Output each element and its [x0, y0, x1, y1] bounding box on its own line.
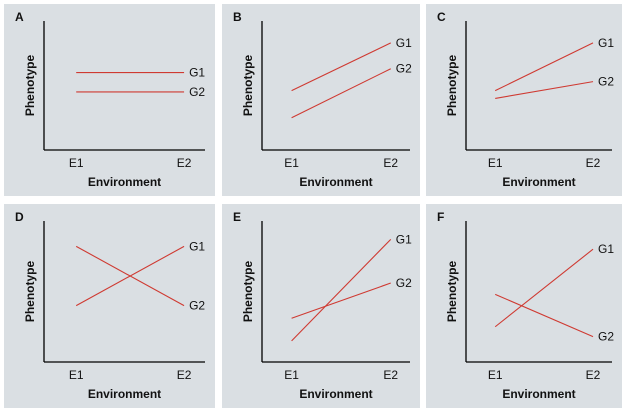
x-axis-label: Environment [88, 175, 161, 189]
series-label-g1: G1 [598, 36, 614, 50]
panel-e: E Phenotype E1 E2 Environment G1 G2 [222, 204, 420, 408]
panel-letter: C [437, 10, 446, 24]
series-line-g1 [291, 238, 392, 342]
series-line-g2 [291, 282, 391, 319]
x-tick-label: E2 [383, 368, 398, 382]
x-tick-label: E2 [586, 156, 601, 170]
x-tick-label: E2 [177, 368, 192, 382]
series-line-g1 [494, 248, 594, 328]
series-line-g2 [75, 245, 185, 307]
series-label-g1: G1 [189, 66, 205, 80]
panel-letter: A [15, 10, 24, 24]
panel-letter: E [233, 210, 241, 224]
series-line-g1 [291, 42, 391, 92]
x-axis-label: Environment [88, 387, 161, 401]
series-line-g2 [495, 81, 594, 99]
y-axis-label: Phenotype [23, 55, 37, 117]
x-tick-label: E1 [488, 156, 503, 170]
series-label-g2: G2 [189, 299, 205, 313]
y-axis-label: Phenotype [445, 55, 459, 117]
y-axis-label: Phenotype [241, 261, 255, 323]
x-tick-label: E1 [69, 368, 84, 382]
chart-d: D Phenotype E1 E2 Environment G1 G2 [15, 210, 205, 401]
series-label-g2: G2 [598, 330, 614, 344]
panel-letter: D [15, 210, 24, 224]
series-label-g1: G1 [189, 239, 205, 253]
y-axis-label: Phenotype [445, 261, 459, 323]
x-tick-label: E1 [284, 156, 299, 170]
y-axis-label: Phenotype [23, 261, 37, 323]
panel-f: F Phenotype E1 E2 Environment G1 G2 [426, 204, 622, 408]
x-tick-label: E1 [69, 156, 84, 170]
y-axis-label: Phenotype [241, 55, 255, 117]
series-label-g2: G2 [598, 75, 614, 89]
chart-c: C Phenotype E1 E2 Environment G1 G2 [437, 10, 614, 189]
x-tick-label: E2 [383, 156, 398, 170]
panel-letter: F [437, 210, 444, 224]
series-line-g2 [291, 68, 392, 119]
series-line-g2 [494, 293, 594, 338]
x-axis-label: Environment [502, 387, 575, 401]
panel-d: D Phenotype E1 E2 Environment G1 G2 [4, 204, 215, 408]
x-axis-label: Environment [502, 175, 575, 189]
chart-e: E Phenotype E1 E2 Environment G1 G2 [233, 210, 412, 401]
series-line-g1 [494, 42, 594, 92]
x-tick-label: E1 [284, 368, 299, 382]
x-tick-label: E2 [586, 368, 601, 382]
panel-c: C Phenotype E1 E2 Environment G1 G2 [426, 4, 622, 196]
chart-f: F Phenotype E1 E2 Environment G1 G2 [437, 210, 614, 401]
panel-letter: B [233, 10, 242, 24]
series-label-g2: G2 [189, 85, 205, 99]
series-label-g1: G1 [396, 232, 412, 246]
series-label-g1: G1 [396, 36, 412, 50]
x-tick-label: E1 [488, 368, 503, 382]
series-label-g2: G2 [396, 62, 412, 76]
series-label-g1: G1 [598, 242, 614, 256]
x-axis-label: Environment [299, 387, 372, 401]
panel-b: B Phenotype E1 E2 Environment G1 G2 [222, 4, 420, 196]
panel-a: A Phenotype E1 E2 Environment G1 G2 [4, 4, 215, 196]
chart-b: B Phenotype E1 E2 Environment G1 G2 [233, 10, 412, 189]
x-axis-label: Environment [299, 175, 372, 189]
series-label-g2: G2 [396, 276, 412, 290]
chart-a: A Phenotype E1 E2 Environment G1 G2 [15, 10, 205, 189]
x-tick-label: E2 [177, 156, 192, 170]
